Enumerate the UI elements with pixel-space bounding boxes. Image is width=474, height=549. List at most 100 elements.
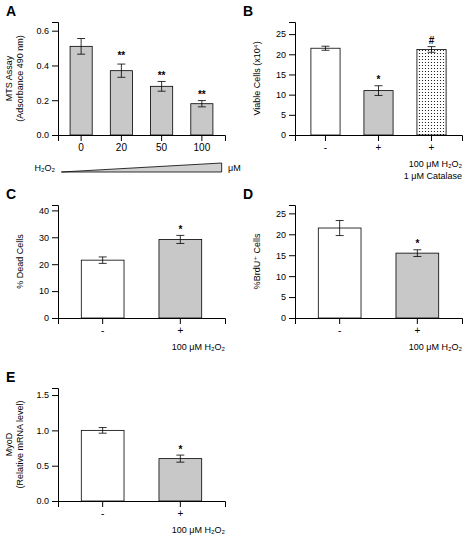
error-cap [176,462,184,463]
tick-label: 10 [39,286,49,296]
error-cap [428,46,436,47]
bar [396,253,439,318]
bar [364,91,393,135]
y-axis-label-line: Viable Cells (x10⁴) [252,41,262,115]
tick-mark [289,54,295,55]
tick-label: 10 [276,272,286,282]
error-stem [201,101,202,107]
bar [159,239,202,318]
y-axis-label-line: (Relative mRNA level) [15,400,25,488]
x-axis-label: 100 μM H₂O₂ [409,342,463,352]
error-bar [413,250,421,257]
tick-label: 1.5 [36,390,49,400]
x-axis-label-line: 100 μM H₂O₂ [409,342,463,352]
tick-label: + [177,508,183,519]
panel: B0510152025-++Viable Cells (x10⁴)*#100 μ… [243,3,463,181]
tick-mark [289,234,295,235]
error-bar [77,39,85,55]
axis-line [289,23,296,136]
tick-label: 5 [281,110,286,120]
marks [81,235,201,318]
y-tick: 0 [281,313,295,323]
tick-mark [431,135,432,141]
tick-label: 0.5 [36,461,49,471]
y-axis-label: Viable Cells (x10⁴) [252,41,262,115]
axis-line [52,206,59,319]
x-tick: 100 [194,135,211,153]
tick-mark [81,135,82,141]
plot: 0.00.51.01.5-+MyoD(Relative mRNA level)*… [4,389,226,536]
tick-label: 30 [39,233,49,243]
panel-label: E [6,369,15,385]
tick-label: - [324,142,327,153]
error-stem [431,47,432,53]
bar [318,228,361,318]
panel-label: A [6,3,16,19]
tick-mark [52,501,58,502]
y-tick: 10 [276,90,295,100]
y-tick: 0.5 [36,461,58,471]
tick-mark [289,297,295,298]
axis-line [289,206,296,319]
tick-mark [289,276,295,277]
error-cap [336,220,344,221]
error-bar [99,257,107,263]
tick-mark [289,255,295,256]
x-axis: -+ [59,501,226,519]
y-tick: 15 [276,70,295,80]
tick-mark [417,318,418,324]
error-cap [321,46,329,47]
bar [70,46,92,135]
y-tick: 25 [276,209,295,219]
y-tick: 0.0 [36,496,58,506]
x-axis-label: 100 μM H₂O₂ [172,525,226,535]
y-tick: 0.4 [36,61,58,71]
error-cap [158,91,166,92]
tick-label: 1.0 [36,426,49,436]
axis-line [52,23,59,136]
y-tick: 15 [276,251,295,261]
y-tick: 0.0 [36,130,58,140]
y-axis-label-line: MTS Assay [4,55,14,101]
y-tick: 5 [281,110,295,120]
plot: 0.00.20.40.602050100MTS Assay(Adsorbance… [4,23,241,174]
tick-mark [52,395,58,396]
significance: * [377,74,381,85]
tick-label: 50 [156,142,168,153]
y-tick: 5 [281,292,295,302]
tick-mark [289,34,295,35]
bar [191,104,213,135]
error-cap [375,95,383,96]
x-tick: - [101,501,104,519]
y-tick: 20 [276,230,295,240]
tick-label: 15 [276,70,286,80]
x-tick: + [177,501,183,519]
y-axis-label: %BrdU⁺ Cells [252,233,262,289]
tick-mark [201,135,202,141]
panel-label: B [243,3,253,19]
error-cap [117,64,125,65]
x-axis-label-line: 100 μM H₂O₂ [172,342,226,352]
tick-label: 25 [276,209,286,219]
tick-label: 25 [276,29,286,39]
tick-label: 20 [276,230,286,240]
axis-line [59,319,226,325]
tick-label: 40 [39,206,49,216]
error-bar [176,455,184,462]
error-bar [99,428,107,434]
bar [110,71,132,135]
bar [311,48,340,135]
error-cap [413,256,421,257]
x-tick: - [324,135,327,153]
panel: D0510152025-+%BrdU⁺ Cells*100 μM H₂O₂ [243,186,463,352]
plot: 010203040-+% Dead Cells*100 μM H₂O₂ [15,206,226,353]
tick-label: 5 [281,292,286,302]
figure: A0.00.20.40.602050100MTS Assay(Adsorbanc… [0,0,474,549]
error-bar [375,86,383,96]
panel: C010203040-+% Dead Cells*100 μM H₂O₂ [6,186,226,352]
y-tick: 25 [276,29,295,39]
panel: A0.00.20.40.602050100MTS Assay(Adsorbanc… [4,3,241,173]
y-tick: 40 [39,206,58,216]
y-axis-label: MyoD(Relative mRNA level) [4,400,25,488]
error-cap [99,263,107,264]
